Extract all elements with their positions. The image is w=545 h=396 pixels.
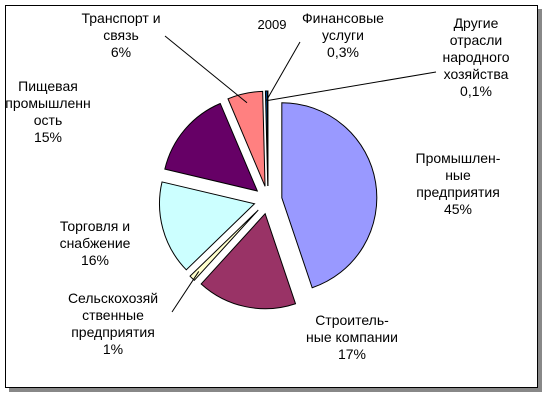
slice-label: Финансовые услуги 0,3% <box>302 10 384 60</box>
value-label: 45% <box>443 201 473 217</box>
pie-slice <box>281 102 378 289</box>
pie-slice <box>159 181 256 271</box>
slice-label: Другие отрасли народного хозяйства 0,1% <box>442 15 510 99</box>
pie-slice <box>189 209 259 282</box>
slice-label: Торговля и снабжение 16% <box>59 218 131 268</box>
value-label: 16% <box>80 252 110 268</box>
value-label: 6% <box>110 44 132 60</box>
slice-label: Строитель- ные компании 17% <box>306 312 398 362</box>
frame <box>5 5 538 388</box>
pie-slice <box>200 212 297 310</box>
slice-label: Сельскохозяй ственные предприятия 1% <box>67 290 159 357</box>
value-label: 17% <box>337 346 367 362</box>
pie-slice <box>266 90 269 187</box>
chart-title: 2009 <box>257 17 287 32</box>
leader-line <box>164 35 248 104</box>
slice-label: Пищевая промышленн ость 15% <box>5 78 91 145</box>
value-label: 0,3% <box>327 44 359 60</box>
leader-line <box>266 41 301 101</box>
slice-label: Транспорт и связь 6% <box>81 10 161 60</box>
pie-slice <box>227 90 266 187</box>
pie-slice <box>164 102 259 192</box>
leader-line <box>171 271 200 313</box>
leader-line <box>267 71 437 101</box>
value-label: 1% <box>102 341 124 357</box>
value-label: 15% <box>33 129 63 145</box>
value-label: 0,1% <box>460 83 492 99</box>
slice-label: Промышлен- ные предприятия 45% <box>415 150 501 217</box>
